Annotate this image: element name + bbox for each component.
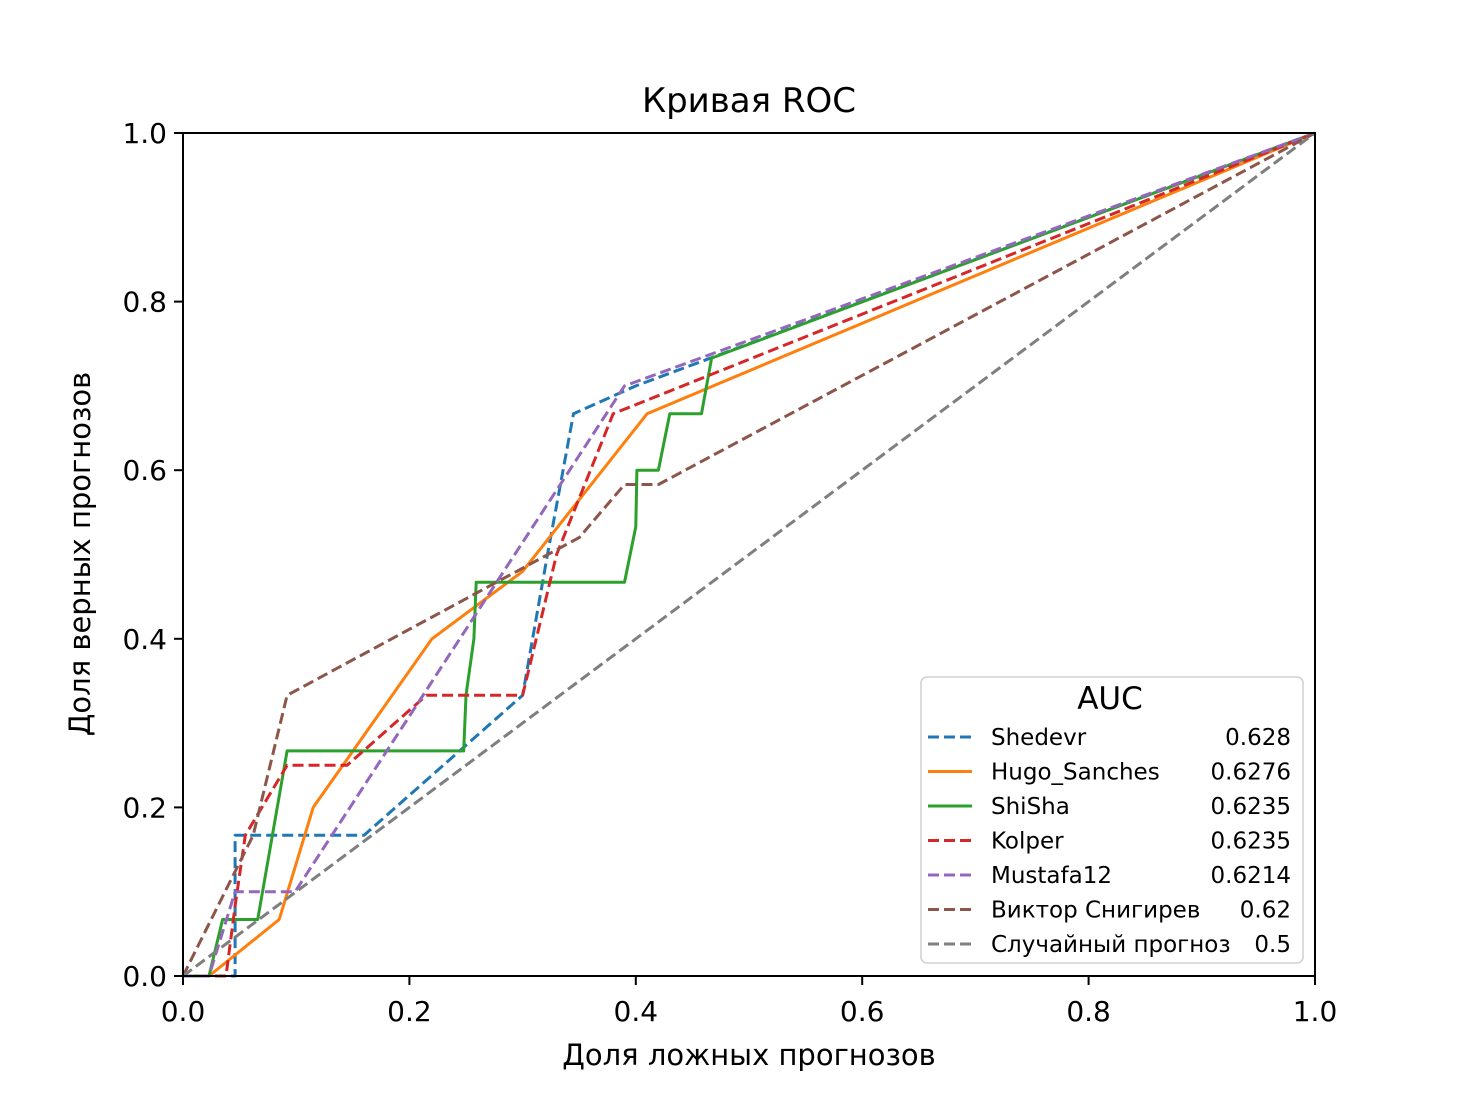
legend-auc-value: 0.6235 (1211, 794, 1291, 820)
legend-auc-value: 0.62 (1240, 898, 1291, 924)
legend-auc-value: 0.6214 (1211, 863, 1291, 889)
x-axis-ticks: 0.0 0.2 0.4 0.6 0.8 1.0 (161, 976, 1338, 1028)
legend-title: AUC (1077, 681, 1143, 717)
legend-label: Случайный прогноз (991, 932, 1231, 958)
series-line-7 (182, 131, 1316, 978)
x-tick-label: 0.6 (840, 995, 885, 1028)
x-tick-label: 0.0 (161, 995, 206, 1028)
y-tick-label: 0.2 (122, 791, 167, 824)
y-tick-label: 1.0 (122, 117, 167, 150)
legend-box (920, 676, 1304, 964)
legend-auc-value: 0.628 (1225, 725, 1291, 751)
series-line-3 (183, 131, 1316, 978)
y-tick-label: 0.0 (122, 960, 167, 993)
legend-entries: Shedevr 0.628 Hugo_Sanches 0.6276 ShiSha 0.62… (928, 725, 1291, 958)
x-tick-label: 0.4 (614, 995, 659, 1028)
legend-label: Kolper (991, 829, 1064, 855)
y-axis-label: Доля верных прогнозов (63, 372, 97, 736)
legend-label: Виктор Снигирев (991, 898, 1200, 924)
y-tick-label: 0.8 (122, 286, 167, 319)
plot-area (181, 131, 1316, 978)
legend: AUC Shedevr 0.628 Hugo_Sanches 0.6276 ShiSha… (920, 676, 1304, 964)
series-line-6 (181, 131, 1316, 977)
y-tick-label: 0.4 (122, 623, 167, 656)
x-tick-label: 0.2 (387, 995, 432, 1028)
legend-label: Mustafa12 (991, 863, 1112, 889)
legend-label: ShiSha (991, 794, 1070, 820)
plot-frame (182, 132, 1316, 977)
legend-auc-value: 0.6235 (1211, 829, 1291, 855)
legend-label: Shedevr (991, 725, 1087, 751)
legend-auc-value: 0.5 (1254, 932, 1291, 958)
y-axis-ticks: 0.0 0.2 0.4 0.6 0.8 1.0 (122, 117, 183, 993)
y-tick-label: 0.6 (122, 454, 167, 487)
series-line-2 (183, 131, 1316, 978)
x-axis-label: Доля ложных прогнозов (562, 1038, 936, 1072)
x-tick-label: 1.0 (1293, 995, 1338, 1028)
x-tick-label: 0.8 (1066, 995, 1111, 1028)
chart-title: Кривая ROC (642, 81, 856, 121)
legend-auc-value: 0.6276 (1211, 760, 1291, 786)
legend-label: Hugo_Sanches (991, 760, 1160, 786)
